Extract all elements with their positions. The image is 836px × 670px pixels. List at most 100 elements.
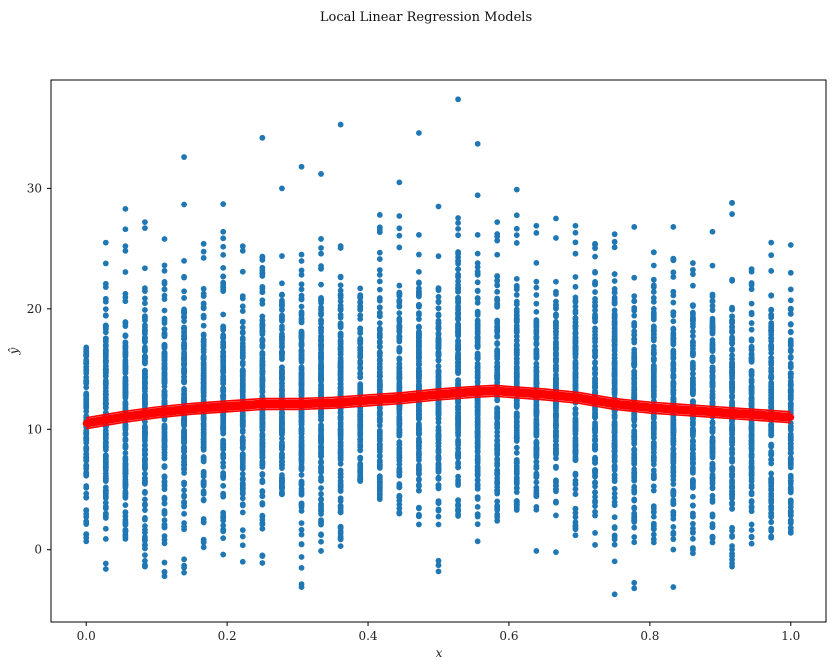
scatter-point — [631, 224, 638, 230]
scatter-point — [631, 336, 638, 342]
scatter-point — [357, 381, 364, 388]
scatter-point — [494, 333, 501, 340]
scatter-point — [239, 471, 246, 477]
scatter-point — [142, 562, 148, 568]
scatter-point — [611, 524, 618, 530]
scatter-point — [513, 186, 520, 193]
scatter-point — [513, 444, 520, 451]
scatter-point — [690, 502, 696, 509]
scatter-point — [337, 454, 344, 461]
scatter-point — [318, 359, 324, 366]
scatter-point — [200, 322, 207, 329]
scatter-point — [631, 384, 638, 391]
scatter-point — [494, 371, 501, 377]
scatter-point — [298, 456, 305, 463]
scatter-point — [396, 423, 403, 430]
scatter-point — [416, 293, 422, 300]
scatter-point — [83, 437, 90, 443]
scatter-point — [181, 356, 187, 363]
scatter-point — [200, 336, 207, 343]
scatter-point — [376, 452, 383, 459]
scatter-point — [592, 315, 598, 321]
scatter-point — [455, 406, 461, 412]
scatter-point — [670, 341, 677, 348]
scatter-point — [592, 530, 598, 536]
scatter-point — [631, 371, 638, 378]
scatter-point — [239, 337, 246, 343]
scatter-point — [102, 490, 109, 497]
scatter-point — [279, 451, 285, 457]
scatter-point — [122, 319, 129, 325]
scatter-point — [709, 513, 716, 520]
scatter-point — [318, 508, 324, 515]
scatter-point — [416, 404, 422, 411]
scatter-point — [239, 495, 246, 502]
scatter-point — [670, 318, 677, 325]
scatter-point — [357, 358, 364, 365]
scatter-point — [181, 510, 187, 517]
scatter-point — [533, 479, 540, 486]
scatter-point — [416, 231, 422, 238]
scatter-point — [181, 395, 187, 402]
scatter-point — [357, 312, 364, 319]
scatter-point — [318, 384, 324, 391]
scatter-point — [161, 366, 168, 372]
scatter-point — [416, 268, 422, 275]
plot-area — [50, 79, 827, 623]
scatter-point — [239, 414, 246, 421]
scatter-point — [435, 399, 442, 406]
scatter-point — [357, 303, 364, 310]
scatter-point — [318, 485, 324, 492]
scatter-point — [513, 427, 520, 434]
scatter-point — [416, 512, 422, 519]
scatter-point — [318, 496, 324, 503]
scatter-point — [181, 487, 187, 494]
scatter-point — [122, 339, 129, 346]
scatter-point — [455, 232, 461, 239]
scatter-point — [416, 285, 422, 292]
scatter-point — [416, 454, 422, 461]
scatter-point — [513, 471, 520, 477]
scatter-point — [513, 400, 520, 407]
scatter-point — [298, 466, 305, 472]
scatter-point — [318, 281, 324, 288]
scatter-point — [239, 308, 246, 315]
scatter-point — [200, 313, 207, 319]
scatter-point — [553, 235, 559, 241]
scatter-point — [142, 368, 148, 375]
scatter-point — [102, 380, 109, 387]
scatter-point — [670, 524, 677, 530]
scatter-point — [298, 384, 305, 390]
scatter-point — [376, 441, 383, 448]
scatter-point — [553, 434, 559, 441]
scatter-point — [611, 289, 618, 296]
scatter-point — [690, 309, 696, 316]
scatter-point — [357, 285, 364, 292]
scatter-point — [259, 389, 266, 395]
scatter-point — [318, 531, 324, 538]
scatter-point — [631, 524, 638, 531]
scatter-point — [513, 477, 520, 484]
scatter-point — [455, 440, 461, 446]
scatter-point — [220, 334, 227, 341]
scatter-point — [572, 481, 579, 488]
scatter-point — [670, 288, 677, 295]
scatter-point — [494, 288, 501, 295]
scatter-point — [239, 386, 246, 393]
scatter-point — [650, 434, 657, 441]
scatter-point — [650, 337, 657, 344]
scatter-point — [122, 333, 129, 339]
scatter-point — [259, 288, 266, 295]
scatter-point — [513, 411, 520, 418]
scatter-point — [474, 342, 481, 349]
scatter-point — [631, 487, 638, 494]
scatter-point — [474, 538, 481, 545]
scatter-point — [474, 288, 481, 294]
scatter-point — [376, 295, 383, 301]
scatter-point — [337, 274, 344, 281]
scatter-point — [533, 369, 540, 375]
scatter-point — [279, 435, 285, 442]
scatter-point — [122, 437, 129, 444]
scatter-point — [611, 337, 618, 343]
scatter-point — [376, 349, 383, 356]
